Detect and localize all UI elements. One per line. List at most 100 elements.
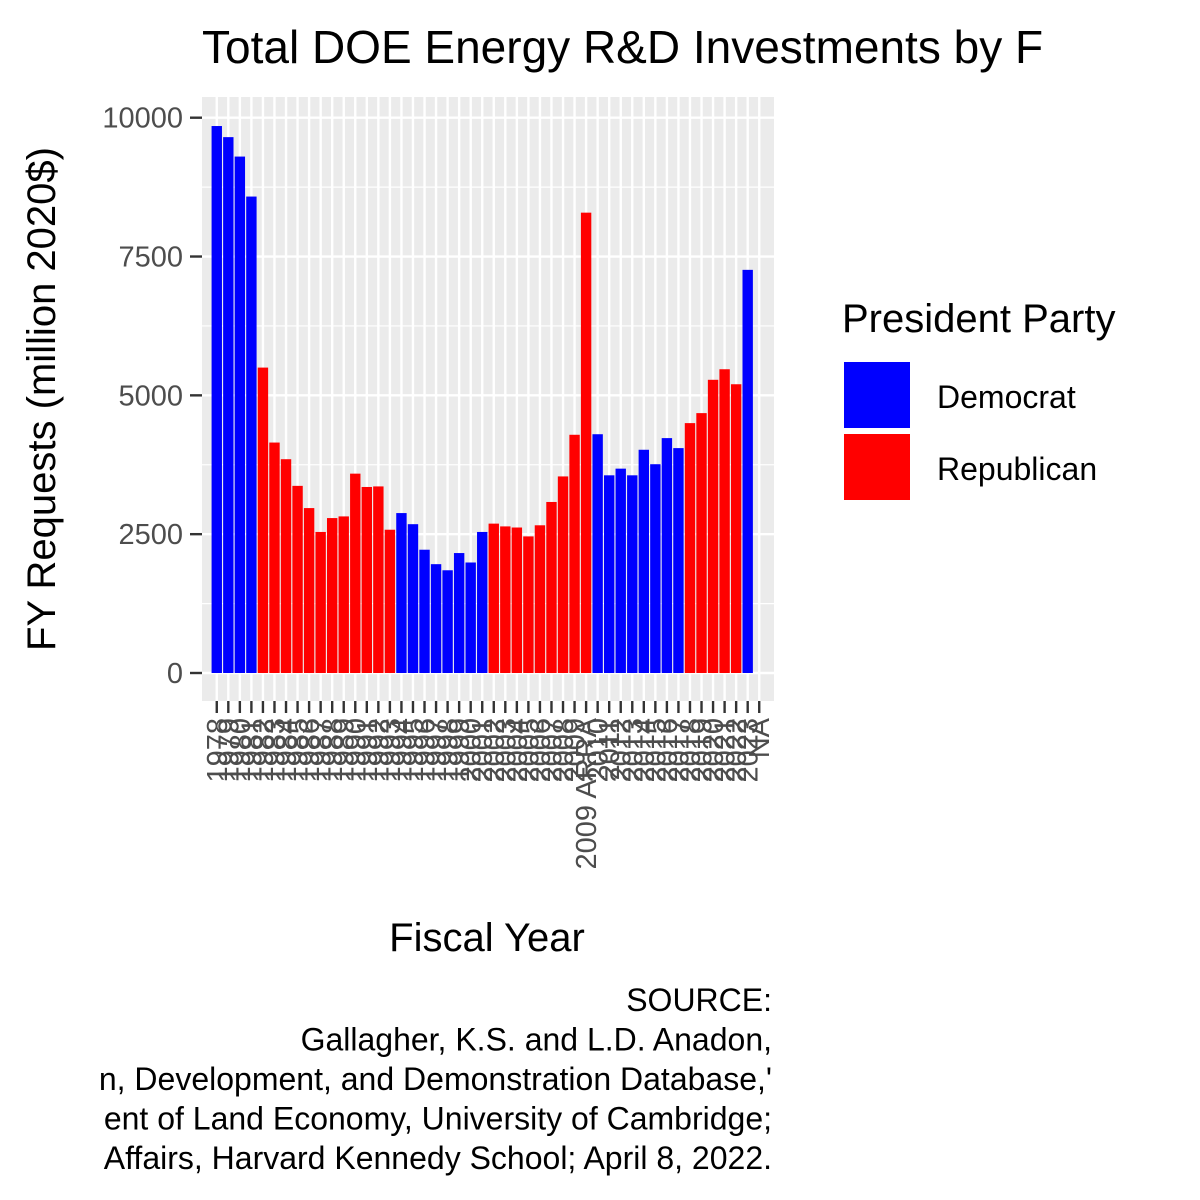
bar (280, 459, 292, 673)
x-axis: 1978197919801981198219831984198519861987… (202, 701, 776, 870)
x-tick-label: 1996 (410, 718, 442, 783)
legend-label: Democrat (937, 379, 1076, 415)
bar (546, 501, 557, 673)
x-tick-label: 2005 (513, 718, 545, 783)
y-axis-title: FY Requests (million 2020$) (20, 147, 64, 651)
caption-line: Affairs, Harvard Kennedy School; April 8… (104, 1140, 772, 1176)
bar (257, 367, 269, 673)
x-tick-label: 1987 (306, 718, 338, 783)
x-tick-label: 1988 (317, 718, 349, 783)
bar (534, 525, 546, 673)
x-tick-label: 1986 (294, 718, 326, 783)
x-tick-label: 2018 (675, 718, 707, 783)
bar (269, 442, 280, 673)
bar (511, 527, 523, 673)
bar (246, 196, 257, 673)
caption-line: ent of Land Economy, University of Cambr… (104, 1101, 772, 1137)
bar (326, 518, 338, 673)
bar (419, 549, 430, 673)
x-tick-label: 1983 (259, 718, 291, 783)
bar (315, 531, 326, 673)
bar (707, 379, 719, 673)
chart-title: Total DOE Energy R&D Investments by F (202, 21, 1043, 73)
y-tick-label: 10000 (102, 103, 183, 135)
bar (211, 126, 222, 674)
bar (603, 475, 615, 673)
bar (638, 449, 650, 673)
x-tick-label: 2001 (467, 718, 499, 783)
bar (488, 523, 499, 673)
y-tick-label: 0 (167, 658, 183, 690)
bar (673, 448, 684, 673)
caption-line: Gallagher, K.S. and L.D. Anadon, (301, 1022, 772, 1058)
x-tick-label: 1990 (340, 718, 372, 783)
x-tick-label: 2009 (560, 718, 592, 783)
bar (430, 564, 442, 673)
x-tick-label: 2009 ARRA (571, 717, 603, 869)
x-tick-label: 1989 (329, 718, 361, 783)
x-tick-label: 1979 (213, 718, 245, 783)
x-axis-title: Fiscal Year (389, 916, 585, 960)
x-tick-label: 1997 (421, 718, 453, 783)
x-tick-label: 2023 (733, 718, 765, 783)
bar (407, 524, 419, 673)
x-tick-label: 1998 (433, 718, 465, 783)
bar (234, 156, 246, 674)
x-tick-label: 2008 (548, 718, 580, 783)
bar (223, 137, 234, 673)
x-tick-label: 1980 (225, 718, 257, 783)
bar (580, 212, 592, 673)
bars (211, 126, 753, 674)
x-tick-label: 2003 (490, 718, 522, 783)
bar (292, 485, 303, 673)
source-caption: SOURCE: Gallagher, K.S. and L.D. Anadon,n… (99, 982, 772, 1176)
bar (384, 529, 396, 673)
x-tick-label: 2006 (525, 718, 557, 783)
bar (730, 384, 742, 673)
x-tick-label: 2004 (502, 718, 534, 783)
x-tick-label: 1995 (398, 718, 430, 783)
legend-swatch (842, 432, 912, 502)
bar (338, 516, 349, 673)
x-tick-label: 1984 (271, 718, 303, 783)
bar (350, 473, 361, 673)
bar (719, 369, 730, 673)
x-tick-label: 2002 (479, 718, 511, 783)
bar (557, 476, 569, 673)
legend-title: President Party (842, 297, 1115, 341)
x-tick-label: 2019 (687, 718, 719, 783)
bar (373, 486, 384, 673)
x-tick-label: 1992 (363, 718, 395, 783)
x-tick-label: 1982 (248, 718, 280, 783)
y-tick-label: 7500 (118, 242, 183, 274)
x-tick-label: 1981 (236, 718, 268, 783)
bar (477, 531, 488, 673)
x-tick-label: 2021 (710, 718, 742, 783)
bar (303, 508, 315, 673)
y-axis: 0 2500 5000 7500 10000 (102, 103, 202, 690)
x-tick-label: 1985 (283, 718, 315, 783)
x-tick-label: 2013 (617, 718, 649, 783)
x-tick-label: NA (744, 717, 776, 758)
x-tick-label: 2007 (536, 718, 568, 783)
bar (684, 423, 696, 673)
bar (500, 526, 511, 673)
bar (615, 468, 626, 673)
bar (523, 536, 534, 673)
legend-label: Republican (937, 451, 1097, 487)
bar (650, 464, 661, 673)
caption-line: n, Development, and Demonstration Databa… (99, 1061, 772, 1097)
bar (696, 413, 707, 673)
bar (592, 434, 603, 673)
bar (453, 553, 465, 673)
x-tick-label: 2011 (594, 718, 626, 780)
bar (742, 269, 753, 673)
x-tick-label: 1993 (375, 718, 407, 783)
bar (569, 434, 580, 673)
x-tick-label: 2016 (652, 718, 684, 783)
x-tick-label: 2010 (583, 718, 615, 783)
x-tick-label: 1978 (202, 718, 234, 783)
bar (442, 570, 453, 673)
bar (661, 438, 673, 673)
